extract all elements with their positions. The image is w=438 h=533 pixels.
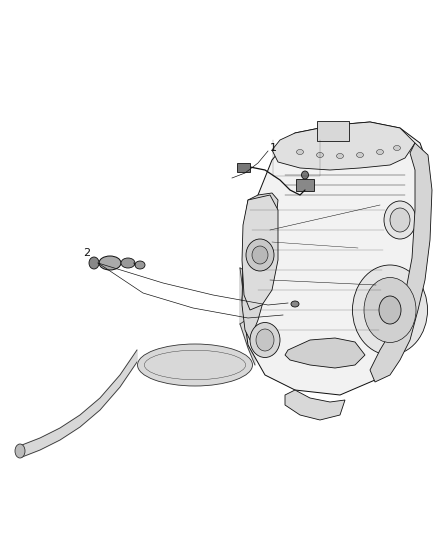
Ellipse shape <box>317 152 324 157</box>
Ellipse shape <box>252 246 268 264</box>
Ellipse shape <box>390 208 410 232</box>
Polygon shape <box>242 122 428 395</box>
Ellipse shape <box>301 171 308 179</box>
Polygon shape <box>240 268 255 365</box>
Polygon shape <box>285 390 345 420</box>
Ellipse shape <box>364 278 416 343</box>
Ellipse shape <box>250 322 280 358</box>
FancyBboxPatch shape <box>237 163 250 172</box>
Ellipse shape <box>135 261 145 269</box>
Polygon shape <box>22 350 137 457</box>
Ellipse shape <box>393 146 400 150</box>
Ellipse shape <box>99 256 121 270</box>
Polygon shape <box>240 268 270 324</box>
Ellipse shape <box>379 296 401 324</box>
Ellipse shape <box>353 265 427 355</box>
FancyBboxPatch shape <box>317 121 349 141</box>
Polygon shape <box>272 122 415 170</box>
Ellipse shape <box>121 258 135 268</box>
Ellipse shape <box>246 239 274 271</box>
Ellipse shape <box>297 149 304 155</box>
Ellipse shape <box>336 154 343 158</box>
Ellipse shape <box>89 257 99 269</box>
Ellipse shape <box>256 329 274 351</box>
Ellipse shape <box>384 201 416 239</box>
Ellipse shape <box>15 444 25 458</box>
Polygon shape <box>285 338 365 368</box>
Ellipse shape <box>357 152 364 157</box>
Text: 2: 2 <box>83 248 90 258</box>
Polygon shape <box>242 195 278 310</box>
Ellipse shape <box>377 149 384 155</box>
Polygon shape <box>270 285 370 325</box>
Text: 1: 1 <box>270 143 277 153</box>
FancyBboxPatch shape <box>296 179 314 191</box>
Polygon shape <box>370 143 432 382</box>
Ellipse shape <box>291 301 299 307</box>
Polygon shape <box>242 193 278 340</box>
Ellipse shape <box>138 344 252 386</box>
